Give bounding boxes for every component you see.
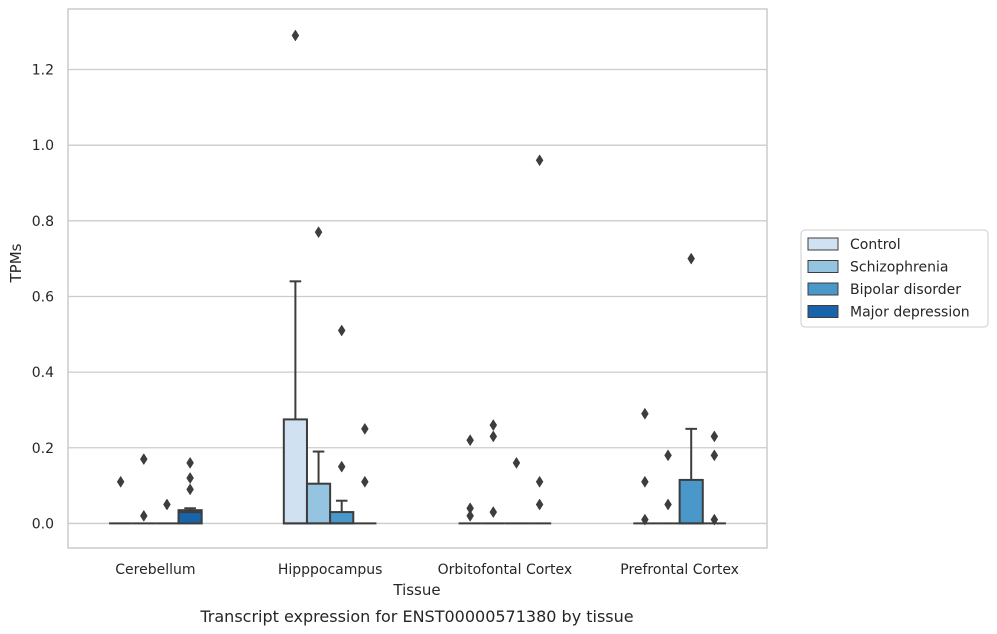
legend-label: Bipolar disorder xyxy=(850,282,961,298)
box-control-0 xyxy=(109,475,133,525)
box-schizophrenia-0 xyxy=(132,453,156,525)
legend-swatch xyxy=(807,305,839,318)
outlier-point xyxy=(535,475,544,488)
y-tick-label: 0.2 xyxy=(32,441,54,457)
x-tick-label: Cerebellum xyxy=(115,562,195,578)
outlier-point xyxy=(140,453,148,466)
outlier-point xyxy=(641,407,649,420)
box-bipolar-disorder-1 xyxy=(329,324,355,525)
outlier-point xyxy=(710,449,719,462)
outlier-point xyxy=(512,456,521,469)
x-tick-label: Prefrontal Cortex xyxy=(620,562,739,578)
box-major-depression-3 xyxy=(702,430,726,526)
legend-swatch xyxy=(807,237,839,251)
box-schizophrenia-1 xyxy=(305,226,332,525)
y-tick-label: 1.2 xyxy=(32,63,54,79)
box-control-3 xyxy=(633,407,657,526)
outlier-point xyxy=(535,154,544,167)
outlier-point xyxy=(361,422,369,435)
outlier-point xyxy=(664,449,672,462)
outlier-point xyxy=(489,506,498,519)
y-tick-label: 0.6 xyxy=(32,289,54,305)
outlier-point xyxy=(337,460,346,473)
box-marks xyxy=(109,29,726,526)
outlier-point xyxy=(337,324,346,337)
box-body xyxy=(282,418,308,525)
outlier-point xyxy=(361,475,369,488)
box-control-2 xyxy=(458,434,482,525)
outlier-point xyxy=(489,419,498,432)
box-control-1 xyxy=(282,29,308,525)
box-schizophrenia-3 xyxy=(656,449,680,525)
y-tick-label: 1.0 xyxy=(32,138,54,154)
outlier-point xyxy=(140,509,148,522)
y-tick-labels: 0.0 0.2 0.4 0.6 0.8 1.0 1.2 xyxy=(32,63,54,533)
chart-title: Transcript expression for ENST0000057138… xyxy=(199,607,633,626)
box-bipolar-disorder-0 xyxy=(155,498,179,525)
legend-label: Schizophrenia xyxy=(850,260,948,276)
outlier-point xyxy=(489,430,498,443)
box-body xyxy=(678,478,704,525)
outlier-point xyxy=(664,498,672,511)
legend: Control Schizophrenia Bipolar disorder Majo… xyxy=(800,229,989,328)
outlier-point xyxy=(163,498,171,511)
outlier-point xyxy=(535,498,544,511)
outlier-point xyxy=(466,509,474,522)
legend-label: Major depression xyxy=(850,305,970,321)
y-tick-label: 0.8 xyxy=(32,214,54,230)
outlier-point xyxy=(710,513,719,526)
outlier-point xyxy=(186,456,194,469)
box-schizophrenia-2 xyxy=(481,419,505,525)
box-bipolar-disorder-2 xyxy=(504,456,529,525)
x-tick-label: Orbitofontal Cortex xyxy=(438,562,573,578)
box-major-depression-2 xyxy=(528,154,552,525)
outlier-point xyxy=(641,475,649,488)
y-tick-label: 0.4 xyxy=(32,365,54,381)
gridlines xyxy=(68,68,767,525)
outlier-point xyxy=(186,472,194,484)
box-major-depression-0 xyxy=(177,456,203,525)
box-body xyxy=(329,511,355,525)
outlier-point xyxy=(314,226,323,239)
box-major-depression-1 xyxy=(353,422,377,525)
x-axis-label: Tissue xyxy=(392,581,440,599)
legend-swatch xyxy=(807,282,839,296)
box-bipolar-disorder-3 xyxy=(678,252,704,525)
y-axis-label: TPMs xyxy=(7,243,25,283)
x-tick-label: Hipppocampus xyxy=(278,562,383,578)
outlier-point xyxy=(641,513,649,526)
outlier-point xyxy=(466,434,474,447)
legend-frame xyxy=(800,229,989,328)
legend-swatch xyxy=(807,260,839,273)
outlier-point xyxy=(710,430,719,443)
outlier-point xyxy=(116,475,125,488)
y-tick-label: 0.0 xyxy=(32,516,54,532)
outlier-point xyxy=(291,29,300,42)
plot-area-frame xyxy=(67,8,768,549)
box-body xyxy=(305,482,332,525)
outlier-point xyxy=(186,483,194,496)
legend-label: Control xyxy=(850,237,901,253)
x-tick-labels: Cerebellum Hipppocampus Orbitofontal Corte… xyxy=(115,562,739,578)
outlier-point xyxy=(687,252,695,265)
